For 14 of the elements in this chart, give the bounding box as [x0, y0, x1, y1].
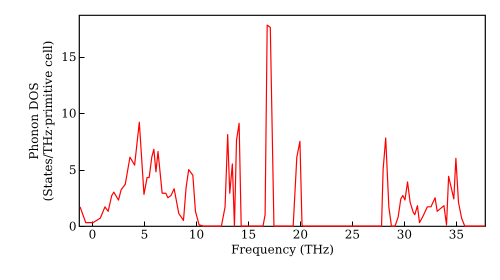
x-tick-label: 10 — [188, 228, 204, 242]
y-tick-label: 5 — [68, 163, 76, 178]
y-tick-label: 15 — [61, 50, 76, 64]
x-tick-label: 20 — [292, 228, 308, 242]
x-tick-label: 15 — [240, 228, 256, 242]
x-tick-label: 5 — [140, 228, 148, 242]
y-axis-title: Phonon DOS (States/THz·primitive cell) — [27, 40, 56, 202]
x-tick-label: 35 — [448, 228, 464, 242]
y-tick-label: 10 — [61, 106, 76, 121]
x-tick-label: 0 — [88, 228, 96, 242]
x-axis-title: Frequency (THz) — [231, 242, 334, 256]
x-tick-label: 25 — [344, 228, 360, 242]
line-series — [79, 24, 486, 227]
x-tick-label: 30 — [396, 228, 412, 242]
